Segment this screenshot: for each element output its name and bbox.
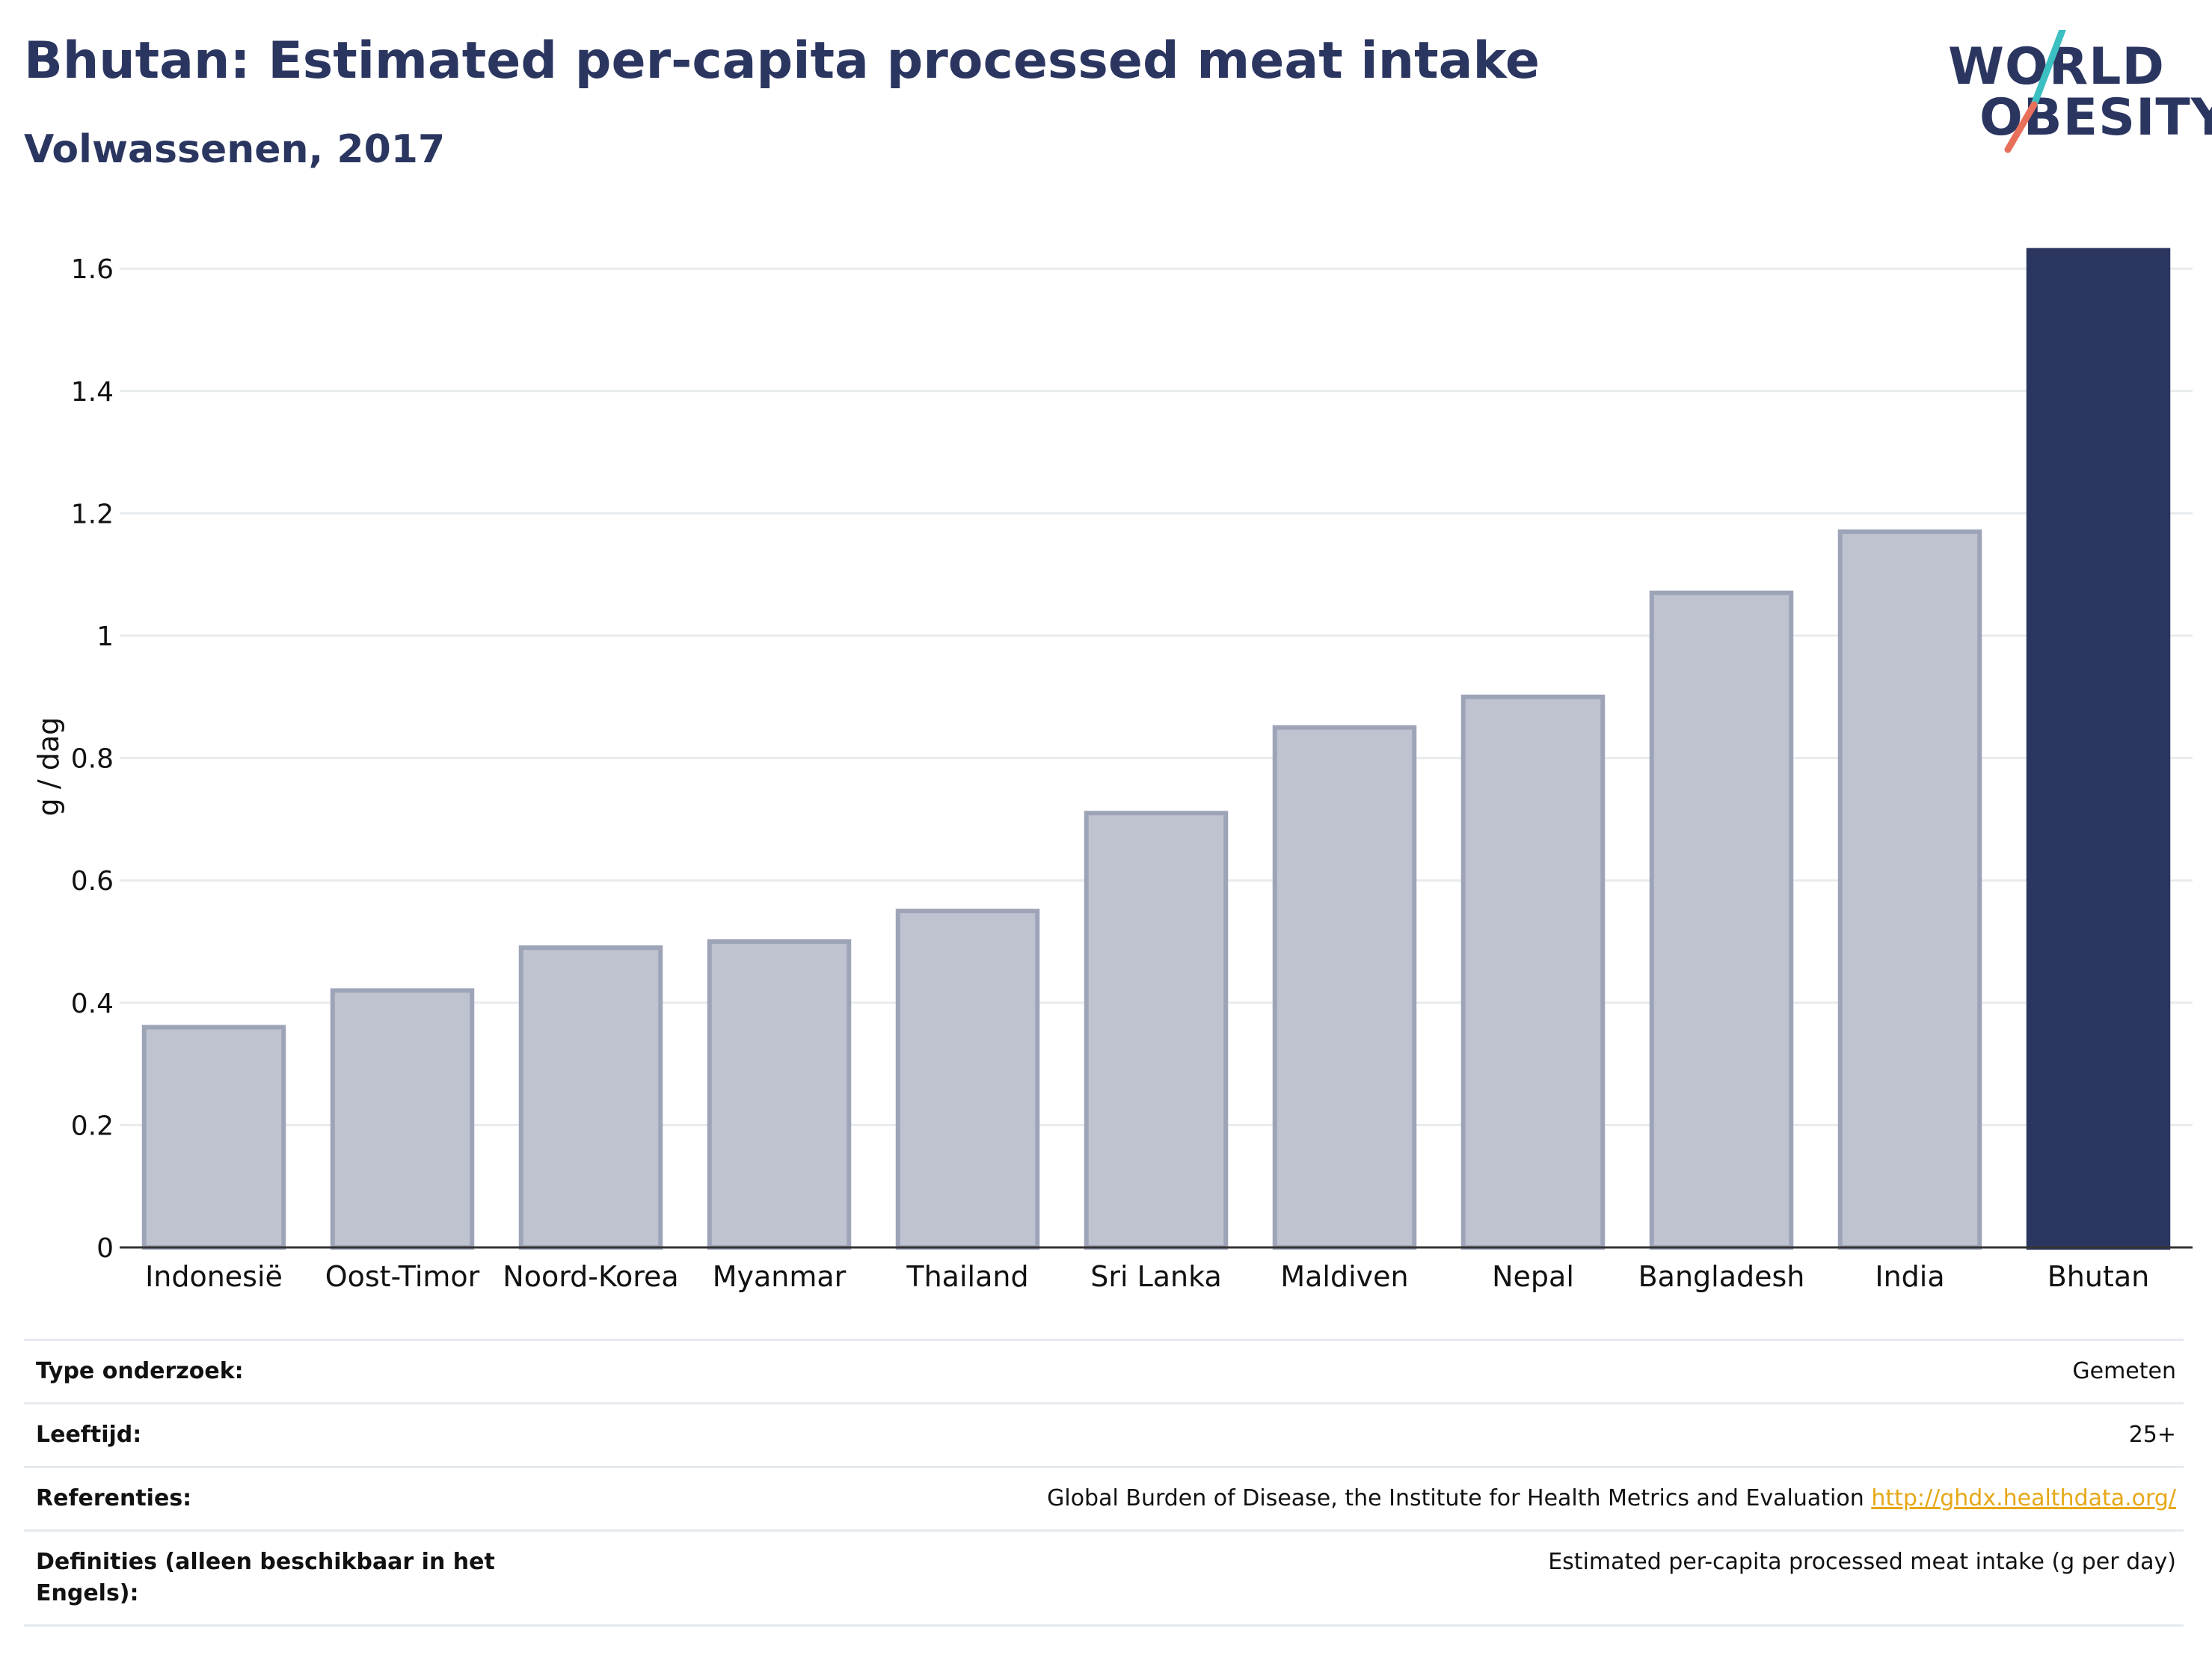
bar-oost-timor[interactable]	[330, 988, 475, 1250]
y-tick-label: 1	[96, 621, 114, 652]
bar-noord-korea[interactable]	[518, 945, 663, 1250]
y-tick-label: 0	[96, 1233, 114, 1264]
x-tick-label: Nepal	[1492, 1260, 1574, 1293]
info-value-text: 25+	[2128, 1422, 2176, 1448]
bar-indonesi-[interactable]	[141, 1025, 286, 1250]
x-tick-label: Thailand	[906, 1260, 1028, 1293]
chart-title: Bhutan: Estimated per-capita processed m…	[24, 31, 1540, 90]
info-value: Global Burden of Disease, the Institute …	[1047, 1483, 2176, 1514]
bar-bhutan[interactable]	[2026, 248, 2171, 1250]
x-tick-label: Noord-Korea	[503, 1260, 678, 1293]
x-axis-ticks: Indonesië Oost-Timor Noord-Korea Myanmar Tha…	[145, 1260, 2149, 1293]
x-tick-label: Bhutan	[2047, 1260, 2150, 1293]
x-tick-label: Myanmar	[713, 1260, 847, 1293]
bar-india[interactable]	[1837, 529, 1982, 1250]
x-tick-label: India	[1875, 1260, 1944, 1293]
info-row: Referenties: Global Burden of Disease, th…	[24, 1466, 2184, 1529]
y-tick-label: 1.4	[71, 377, 114, 408]
y-tick-label: 0.8	[71, 744, 114, 775]
info-value: Gemeten	[2072, 1356, 2176, 1387]
info-label: Referenties:	[36, 1485, 192, 1511]
y-tick-label: 0.6	[71, 866, 114, 897]
bar-bangladesh[interactable]	[1649, 590, 1794, 1250]
bar-chart: 0 0.2 0.4 0.6 0.8 1 1.2 1.4 1.6 Indonesië Oost-Ti…	[32, 248, 2193, 1293]
world-obesity-logo[interactable]: WORLD OBESITY	[1948, 30, 2212, 157]
info-label: Definities (alleen beschikbaar in het En…	[36, 1549, 495, 1606]
info-value: Estimated per-capita processed meat inta…	[1548, 1547, 2176, 1578]
y-tick-label: 0.4	[71, 989, 114, 1019]
info-value-text: Estimated per-capita processed meat inta…	[1548, 1549, 2176, 1575]
x-tick-label: Sri Lanka	[1090, 1260, 1222, 1293]
bar-myanmar[interactable]	[707, 939, 852, 1250]
chart-subtitle: Volwassenen, 2017	[24, 127, 446, 172]
y-axis-ticks: 0 0.2 0.4 0.6 0.8 1 1.2 1.4 1.6	[71, 254, 114, 1264]
bars	[141, 248, 2171, 1250]
x-tick-label: Indonesië	[145, 1260, 283, 1293]
bar-sri-lanka[interactable]	[1084, 811, 1229, 1250]
info-value-text: Global Burden of Disease, the Institute …	[1047, 1485, 1864, 1511]
y-axis-label: g / dag	[32, 717, 65, 817]
info-value-text: Gemeten	[2072, 1358, 2176, 1384]
y-tick-label: 1.6	[71, 254, 114, 285]
info-row: Definities (alleen beschikbaar in het En…	[24, 1529, 2184, 1627]
info-label: Leeftijd:	[36, 1422, 142, 1448]
x-tick-label: Bangladesh	[1638, 1260, 1805, 1293]
info-label: Type onderzoek:	[36, 1358, 244, 1384]
info-table: Type onderzoek: Gemeten Leeftijd: 25+ Refere…	[24, 1339, 2184, 1627]
x-tick-label: Maldiven	[1280, 1260, 1408, 1293]
info-row: Leeftijd: 25+	[24, 1402, 2184, 1466]
y-tick-label: 1.2	[71, 499, 114, 529]
bar-nepal[interactable]	[1460, 694, 1606, 1250]
info-row: Type onderzoek: Gemeten	[24, 1339, 2184, 1402]
bar-maldiven[interactable]	[1272, 725, 1417, 1250]
y-tick-label: 0.2	[71, 1111, 114, 1141]
reference-link[interactable]: http://ghdx.healthdata.org/	[1871, 1485, 2176, 1511]
bar-thailand[interactable]	[895, 909, 1040, 1250]
x-tick-label: Oost-Timor	[325, 1260, 480, 1293]
info-value: 25+	[2129, 1419, 2176, 1451]
logo-slash-icon	[2004, 30, 2066, 153]
